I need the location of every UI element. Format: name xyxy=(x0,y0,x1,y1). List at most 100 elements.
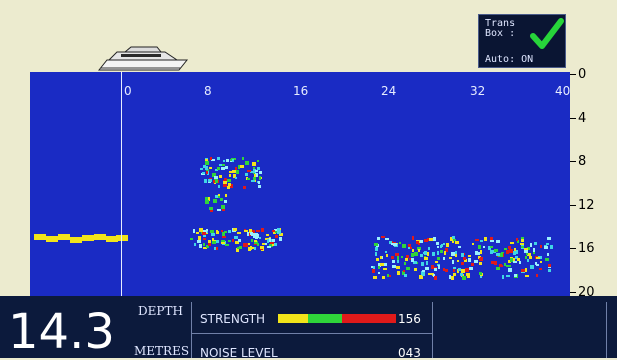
sonar-echo xyxy=(434,276,437,280)
sonar-echo xyxy=(197,240,201,243)
sonar-echo xyxy=(411,253,414,257)
sonar-echo xyxy=(238,165,240,169)
sonar-echo xyxy=(420,254,423,257)
sonar-echo xyxy=(548,264,551,267)
sonar-echo xyxy=(203,247,207,249)
sonar-echo xyxy=(116,235,128,241)
depth-tick xyxy=(570,248,576,249)
sonar-echo xyxy=(222,236,226,238)
sonar-display[interactable] xyxy=(30,72,570,296)
sonar-echo xyxy=(217,209,221,211)
sonar-echo xyxy=(500,253,503,257)
sonar-echo xyxy=(225,166,228,169)
sonar-echo xyxy=(535,262,537,265)
sonar-echo xyxy=(515,256,518,259)
sonar-echo xyxy=(228,183,231,186)
sonar-echo xyxy=(471,263,474,266)
range-tick-label: 0 xyxy=(124,84,132,98)
sonar-echo xyxy=(275,231,277,233)
sonar-echo xyxy=(421,262,424,266)
sonar-echo xyxy=(272,244,275,246)
sonar-echo xyxy=(209,207,213,210)
sonar-echo xyxy=(214,247,216,250)
sonar-echo xyxy=(517,240,519,243)
sonar-echo xyxy=(254,247,256,250)
sonar-echo xyxy=(516,238,518,241)
sonar-echo xyxy=(213,199,217,203)
transducer-status-box[interactable]: Trans Box : Auto: ON xyxy=(478,14,566,68)
transducer-label: Trans Box : xyxy=(485,18,516,39)
sonar-echo xyxy=(260,246,264,249)
sonar-echo xyxy=(255,233,258,237)
sonar-echo xyxy=(530,265,534,269)
sonar-echo xyxy=(480,250,482,254)
sonar-echo xyxy=(536,274,538,277)
sonar-echo xyxy=(229,174,231,177)
sonar-echo xyxy=(440,250,443,253)
sonar-echo xyxy=(418,249,420,252)
sonar-echo xyxy=(524,248,528,251)
sonar-echo xyxy=(508,260,511,263)
sonar-echo xyxy=(414,268,417,271)
sonar-echo xyxy=(412,236,414,240)
sonar-echo xyxy=(530,243,532,247)
sonar-echo xyxy=(504,263,506,266)
sonar-echo xyxy=(506,265,509,267)
sonar-echo xyxy=(478,245,481,249)
sonar-echo xyxy=(221,167,225,170)
sonar-echo xyxy=(232,239,234,242)
cursor-line[interactable] xyxy=(121,72,122,296)
sonar-echo xyxy=(251,233,255,236)
sonar-echo xyxy=(395,253,399,256)
sonar-echo xyxy=(410,247,412,249)
sonar-echo xyxy=(233,158,236,160)
sonar-echo xyxy=(509,265,511,267)
sonar-echo xyxy=(216,240,219,243)
sonar-echo xyxy=(464,259,467,262)
sonar-echo xyxy=(380,263,384,266)
sonar-echo xyxy=(499,264,502,267)
sonar-echo xyxy=(412,249,414,252)
sonar-echo xyxy=(217,157,220,160)
sonar-echo xyxy=(279,237,282,241)
sonar-echo xyxy=(215,169,218,171)
sonar-echo xyxy=(429,238,433,241)
signal-panel: STRENGTH 156 NOISE LEVEL 043 xyxy=(191,302,433,360)
sonar-echo xyxy=(224,231,227,233)
sonar-echo xyxy=(70,237,82,243)
sonar-echo xyxy=(206,229,208,231)
sonar-echo xyxy=(479,272,482,275)
sonar-echo xyxy=(202,172,205,174)
sonar-echo xyxy=(517,258,520,261)
sonar-echo xyxy=(227,186,230,189)
sonar-echo xyxy=(408,246,411,249)
sonar-echo xyxy=(452,236,455,239)
sonar-echo xyxy=(437,246,439,248)
sonar-echo xyxy=(254,241,258,244)
sonar-echo xyxy=(223,184,227,187)
sonar-echo xyxy=(274,243,277,246)
sonar-echo xyxy=(82,235,94,241)
sonar-echo xyxy=(272,239,275,242)
sonar-echo xyxy=(411,258,414,262)
sonar-echo xyxy=(219,175,222,178)
sonar-echo xyxy=(490,237,493,240)
sonar-echo xyxy=(478,256,481,259)
sonar-echo xyxy=(256,230,260,232)
sonar-echo xyxy=(251,247,255,249)
sonar-echo xyxy=(372,269,375,273)
depth-tick-label: 12 xyxy=(578,198,595,213)
sonar-echo xyxy=(222,232,225,236)
sonar-echo xyxy=(445,248,448,252)
sonar-echo xyxy=(506,250,509,254)
sonar-echo xyxy=(223,181,227,184)
sonar-echo xyxy=(215,180,218,183)
sonar-echo xyxy=(502,275,504,279)
sonar-echo xyxy=(529,256,532,259)
sonar-echo xyxy=(453,273,456,276)
sonar-echo xyxy=(477,252,480,255)
sonar-echo xyxy=(408,244,411,247)
sonar-echo xyxy=(480,240,483,242)
sonar-echo xyxy=(258,185,261,188)
range-tick-label: 8 xyxy=(204,84,212,98)
